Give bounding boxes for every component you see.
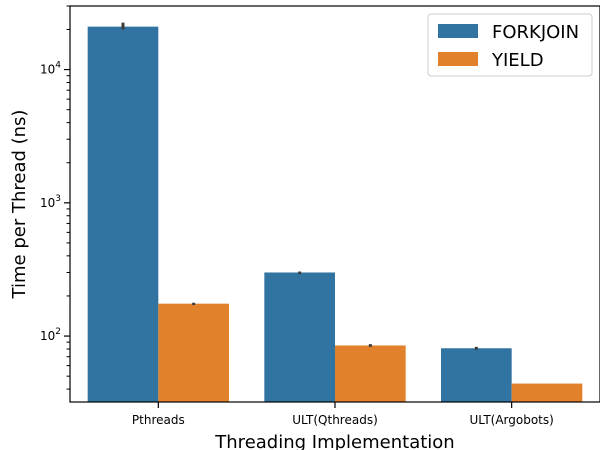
legend-label-forkjoin: FORKJOIN (492, 22, 579, 43)
y-tick-label: 103 (40, 194, 61, 210)
legend-swatch-forkjoin (438, 24, 478, 38)
y-tick-label: 104 (40, 61, 61, 77)
bar-forkjoin-1 (264, 272, 335, 402)
x-ticks: Pthreads ULT(Qthreads) ULT(Argobots) (132, 402, 554, 427)
bar-forkjoin-0 (87, 26, 159, 403)
y-tick-label: 102 (40, 327, 61, 343)
legend-label-yield: YIELD (491, 50, 544, 71)
y-axis-title: Time per Thread (ns) (9, 110, 30, 300)
x-axis-title: Threading Implementation (214, 432, 454, 450)
bar-forkjoin-2 (441, 348, 512, 402)
y-major-ticks: 102 103 104 (40, 61, 70, 343)
legend-swatch-yield (438, 52, 478, 66)
legend: FORKJOIN YIELD (427, 13, 593, 77)
x-tick-label: Pthreads (132, 413, 185, 427)
x-tick-label: ULT(Qthreads) (292, 413, 378, 427)
plot-frame (69, 5, 600, 403)
bar-yield-0 (158, 303, 229, 402)
bars (87, 22, 583, 403)
bar-yield-1 (335, 345, 406, 402)
bar-yield-2 (511, 383, 583, 402)
x-tick-label: ULT(Argobots) (470, 413, 554, 427)
